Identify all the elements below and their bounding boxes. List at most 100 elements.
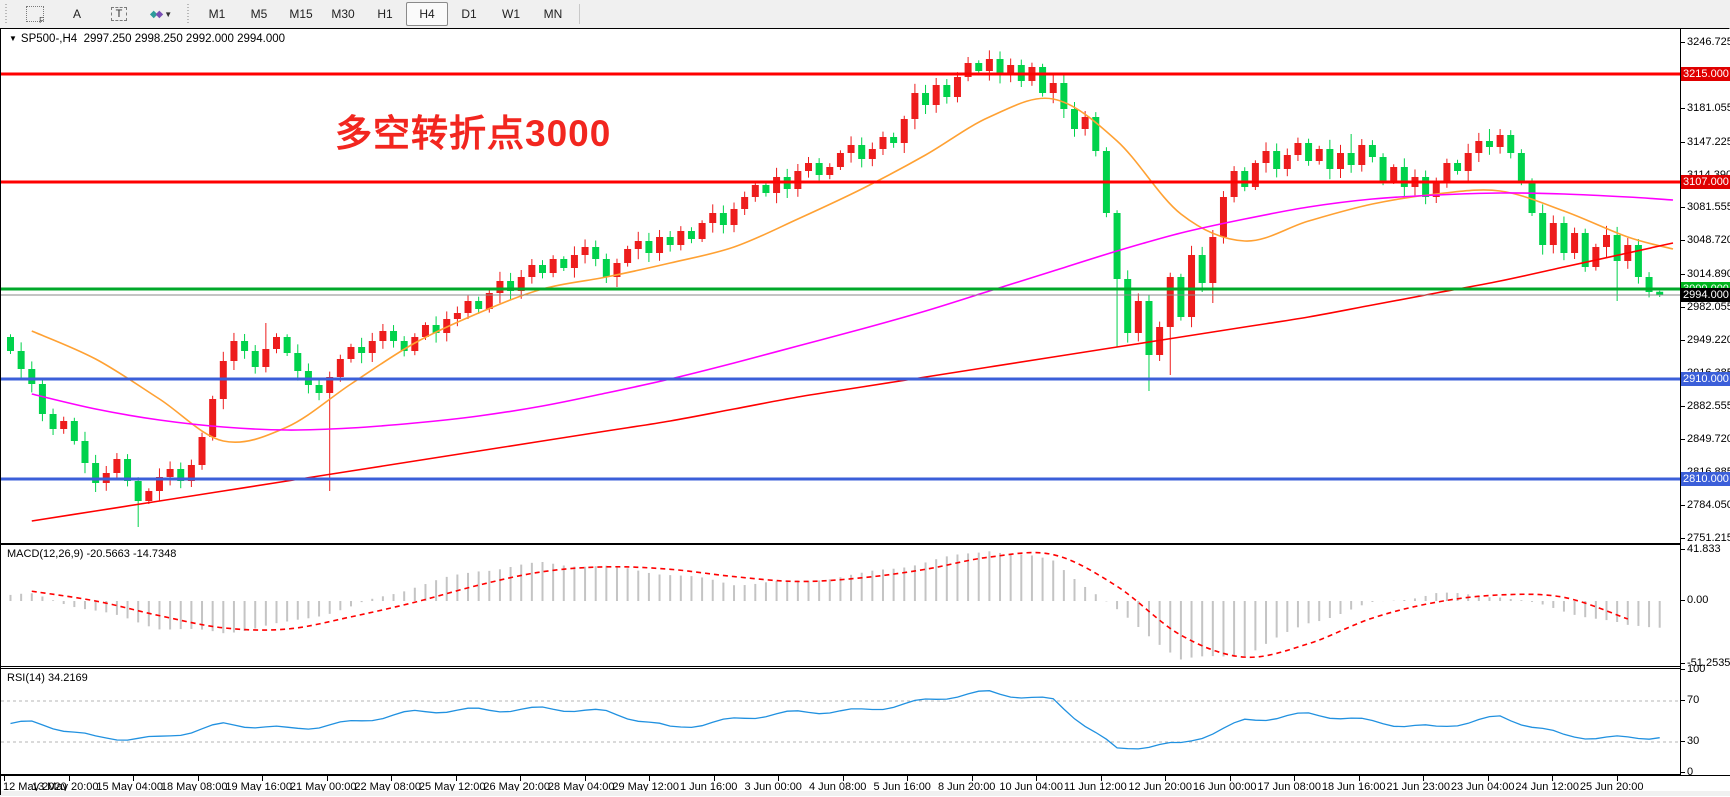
time-axis-label: 8 Jun 20:00 — [937, 781, 996, 793]
rsi-pane[interactable]: RSI(14) 34.2169 — [1, 668, 1680, 775]
candle-body — [1337, 153, 1344, 169]
candle-body — [624, 249, 632, 263]
candle-body — [241, 341, 249, 351]
price-level-badge: 3107.000 — [1681, 175, 1730, 189]
candle-body — [741, 197, 749, 209]
timeframe-m5-button[interactable]: M5 — [250, 7, 268, 21]
candle-body — [507, 281, 515, 291]
crosshair-f-icon: F — [26, 6, 44, 25]
candle-body — [1251, 163, 1259, 187]
candle-body — [28, 369, 36, 384]
time-axis-tick — [1487, 776, 1489, 781]
toolbar-drag-handle[interactable] — [4, 4, 10, 24]
candle-body — [7, 337, 14, 351]
candle-body — [1283, 155, 1291, 169]
candle-body — [943, 85, 951, 97]
macd-chart[interactable] — [1, 545, 1680, 666]
price-axis[interactable]: 3246.7253213.8903181.0553147.2253114.390… — [1680, 29, 1730, 778]
candle-body — [719, 213, 727, 225]
candle-body — [230, 341, 238, 361]
time-axis-label: 3 Jun 00:00 — [744, 781, 802, 793]
candle-body — [996, 59, 1004, 75]
candle-body — [1071, 109, 1078, 129]
price-axis-tick-label: 2849.720 — [1687, 433, 1730, 446]
time-axis-label: 26 May 20:00 — [483, 781, 551, 793]
time-axis-tick — [391, 776, 392, 781]
toolbar-drag-handle-2[interactable] — [186, 4, 192, 24]
rsi-chart[interactable] — [1, 669, 1680, 774]
candle-body — [570, 255, 578, 268]
timeframe-m15-button[interactable]: M15 — [289, 7, 313, 21]
text-label-button[interactable]: A — [56, 2, 98, 26]
candlestick-chart[interactable] — [1, 29, 1680, 543]
time-axis-label: 19 May 16:00 — [225, 781, 293, 793]
candle-body — [634, 241, 642, 249]
time-axis-tick — [1229, 776, 1231, 781]
timeframe-d1-button[interactable]: D1 — [461, 7, 477, 21]
macd-pane[interactable]: MACD(12,26,9) -20.5663 -14.7348 — [1, 544, 1680, 667]
price-level-badge: 2910.000 — [1681, 372, 1730, 386]
rsi-axis-label: 70 — [1687, 694, 1700, 706]
candle-body — [922, 93, 930, 105]
candle-body — [1294, 143, 1302, 155]
candle-body — [358, 347, 366, 353]
price-axis-tick — [1681, 141, 1685, 143]
time-axis-tick — [713, 776, 715, 781]
timeframe-h4-button[interactable]: H4 — [406, 2, 448, 26]
candle-body — [1262, 151, 1270, 163]
time-axis-label: 22 May 08:00 — [354, 781, 422, 793]
timeframe-mn-button[interactable]: MN — [543, 7, 563, 21]
timeframe-w1-button[interactable]: W1 — [502, 7, 520, 21]
macd-axis-tick — [1681, 548, 1685, 550]
price-level-badge: 2994.000 — [1681, 288, 1730, 302]
rsi-axis-label: 0 — [1687, 765, 1694, 778]
candle-body — [496, 281, 504, 293]
candle-body — [656, 237, 664, 253]
time-axis-tick — [1294, 776, 1295, 781]
timeframe-m30-button[interactable]: M30 — [331, 7, 355, 21]
toolbar: F A T ◆◆ ▼ M1 M5 M15 M30 H1 H4 D1 W1 MN — [0, 0, 1730, 29]
ohlc-close: 2994.000 — [237, 33, 286, 45]
candle-body — [1209, 237, 1217, 283]
candle-body — [1634, 245, 1642, 277]
candle-body — [453, 313, 461, 319]
price-axis-tick — [1681, 537, 1685, 539]
timeframe-h1-button[interactable]: H1 — [377, 7, 393, 21]
candle-body — [1124, 279, 1132, 333]
candle-body — [400, 341, 408, 351]
candle-body — [1485, 141, 1493, 147]
candle-body — [1166, 277, 1174, 327]
candle-body — [134, 481, 142, 501]
time-axis-label: 18 May 08:00 — [160, 781, 228, 793]
candle-body — [1113, 213, 1121, 279]
candle-body — [730, 209, 738, 225]
candle-body — [464, 301, 472, 313]
candle-body — [826, 167, 834, 175]
candle-body — [528, 265, 536, 277]
rsi-axis-tick — [1681, 771, 1685, 773]
timeframe-m1-button[interactable]: M1 — [208, 7, 226, 21]
text-box-button[interactable]: T — [98, 2, 140, 26]
price-axis-tick-label: 3048.720 — [1687, 234, 1730, 247]
candle-body — [1188, 255, 1196, 317]
rsi-axis-label: 100 — [1687, 663, 1706, 676]
time-axis-label: 24 Jun 12:00 — [1515, 781, 1580, 793]
candle-body — [1177, 277, 1185, 317]
time-axis-label: 28 May 04:00 — [547, 781, 615, 793]
macd-signal-line — [31, 551, 1629, 659]
styles-dropdown-button[interactable]: ◆◆ ▼ — [140, 2, 182, 26]
candle-body — [539, 265, 546, 273]
candle-body — [879, 137, 887, 149]
candle-body — [379, 331, 387, 341]
candle-body — [698, 223, 706, 239]
price-axis-tick — [1681, 439, 1685, 441]
candle-body — [166, 469, 174, 477]
candle-body — [836, 153, 844, 167]
crosshair-f-button[interactable]: F — [14, 2, 56, 26]
candle-body — [932, 85, 940, 105]
candle-body — [1464, 153, 1472, 171]
main-price-pane[interactable]: ▼ SP500-,H4 2997.250 2998.250 2992.000 29… — [1, 29, 1680, 544]
candle-body — [1379, 157, 1387, 181]
macd-axis-label: 41.833 — [1687, 542, 1721, 555]
text-box-icon: T — [110, 7, 128, 21]
